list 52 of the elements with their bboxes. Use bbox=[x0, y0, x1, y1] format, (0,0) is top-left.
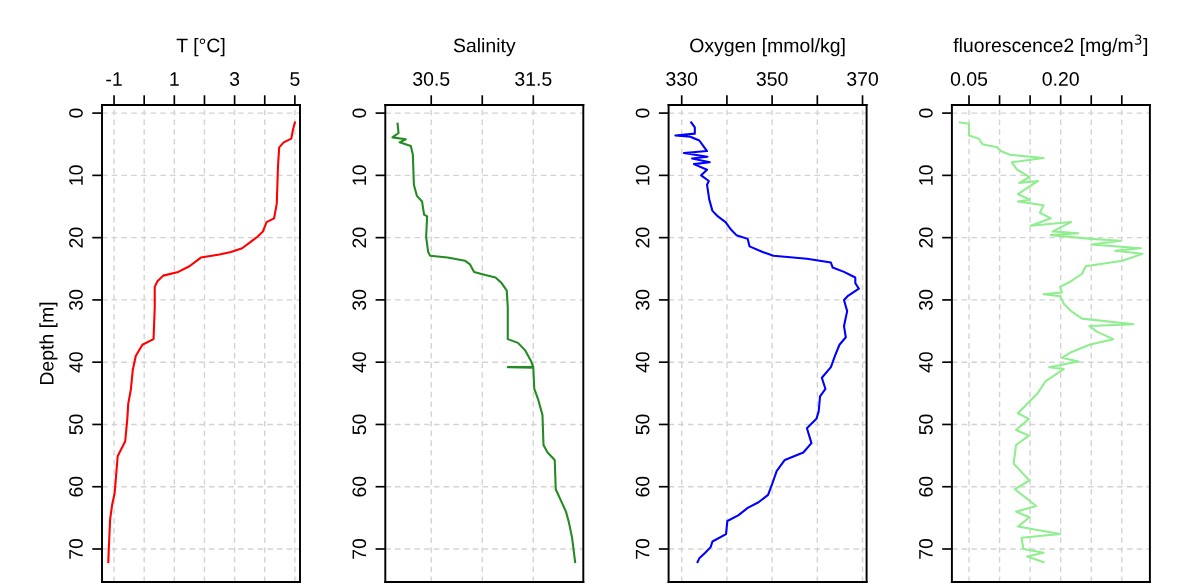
y-tick-label: 60 bbox=[69, 476, 83, 497]
y-tick-label: 70 bbox=[69, 538, 83, 559]
x-tick-label: 370 bbox=[847, 72, 878, 86]
x-tick-label: -1 bbox=[106, 72, 122, 86]
x-tick-label: 350 bbox=[756, 72, 788, 86]
y-tick-label: 30 bbox=[69, 289, 83, 310]
y-tick-label: 60 bbox=[635, 476, 650, 497]
line-series bbox=[958, 121, 1144, 564]
x-axis-title: fluorescence2 [mg/m$^{3}$] bbox=[953, 34, 1148, 57]
y-tick-label: 70 bbox=[919, 538, 933, 559]
line-series bbox=[107, 121, 296, 564]
x-tick-label: 30.5 bbox=[413, 72, 450, 86]
y-tick-label: 10 bbox=[69, 165, 83, 185]
y-tick-label: 20 bbox=[919, 227, 933, 248]
y-tick-label: 30 bbox=[919, 289, 933, 310]
y-tick-label: 20 bbox=[69, 227, 83, 248]
x-axis-title: Salinity bbox=[453, 38, 516, 57]
x-tick-label: 330 bbox=[666, 72, 698, 86]
y-tick-label: 60 bbox=[919, 476, 933, 497]
y-tick-label: 40 bbox=[69, 352, 83, 373]
x-tick-label: 0.05 bbox=[950, 72, 988, 86]
x-tick-label: 3 bbox=[229, 72, 240, 86]
y-tick-label: 0 bbox=[69, 108, 83, 118]
y-tick-label: 40 bbox=[635, 352, 650, 373]
y-tick-label: 50 bbox=[69, 414, 83, 435]
x-tick-label: 31.5 bbox=[515, 72, 552, 86]
y-tick-label: 50 bbox=[352, 414, 367, 435]
y-tick-label: 50 bbox=[635, 414, 650, 435]
x-tick-label: 5 bbox=[290, 72, 300, 86]
y-tick-label: 0 bbox=[919, 108, 933, 118]
y-axis-title: Depth [m] bbox=[39, 302, 58, 385]
y-tick-label: 30 bbox=[635, 289, 650, 310]
line-series bbox=[674, 121, 860, 564]
y-tick-label: 0 bbox=[635, 108, 650, 118]
y-tick-label: 10 bbox=[352, 165, 367, 185]
y-tick-label: 60 bbox=[352, 476, 367, 497]
y-tick-label: 40 bbox=[352, 352, 367, 373]
y-tick-label: 50 bbox=[919, 414, 933, 435]
x-tick-label: 0.20 bbox=[1042, 72, 1079, 86]
x-axis-title: Oxygen [mmol/kg] bbox=[690, 38, 845, 57]
y-tick-label: 20 bbox=[352, 227, 367, 248]
y-tick-label: 20 bbox=[635, 227, 650, 248]
y-tick-label: 10 bbox=[919, 165, 933, 185]
x-tick-label: 1 bbox=[170, 72, 179, 86]
line-series bbox=[391, 122, 577, 564]
y-tick-label: 40 bbox=[919, 352, 933, 373]
y-tick-label: 70 bbox=[352, 538, 367, 559]
y-tick-label: 0 bbox=[352, 108, 367, 118]
y-tick-label: 30 bbox=[352, 289, 367, 310]
y-tick-label: 70 bbox=[635, 538, 650, 559]
x-axis-title: T [°C] bbox=[176, 38, 225, 57]
y-tick-label: 10 bbox=[635, 165, 650, 185]
